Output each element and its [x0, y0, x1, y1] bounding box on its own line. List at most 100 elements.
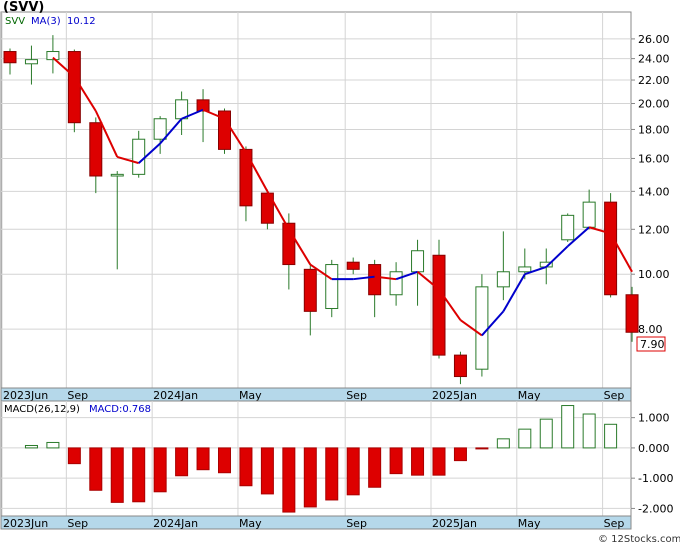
ma-line-segment — [94, 110, 119, 158]
price-x-tick-label: Sep — [346, 389, 367, 402]
candle — [303, 264, 317, 336]
ma-line-segment — [395, 270, 418, 281]
price-x-tick-label: May — [239, 389, 262, 402]
price-panel: 26.00 24.00 22.00 20.00 18.00 16.00 14.00 12.00… — [0, 11, 670, 389]
macd-bar — [46, 441, 60, 449]
macd-bar — [89, 447, 103, 491]
candle — [625, 286, 639, 342]
ma-line-segment — [588, 226, 611, 235]
price-tick-label: 14.00 — [638, 185, 670, 198]
macd-x-axis: 2023Jun Sep 2024Jan May Sep 2025Jan May Sep — [0, 515, 632, 530]
macd-legend-label: MACD(26,12,9) — [4, 404, 80, 415]
macd-bar — [582, 413, 596, 449]
candle — [132, 130, 146, 178]
macd-bar — [67, 447, 81, 465]
macd-x-tick-label: 2025Jan — [432, 517, 477, 530]
candle — [153, 116, 167, 154]
candle-body — [67, 51, 81, 124]
macd-bar — [604, 423, 618, 449]
ma-line-segment — [609, 232, 633, 273]
candle-body — [110, 173, 124, 177]
ma-line-segment — [202, 108, 225, 120]
candle — [260, 189, 274, 230]
macd-tick-label: -1.000 — [638, 472, 673, 485]
legend-symbol: SVV — [5, 16, 25, 27]
candle-body — [303, 268, 317, 312]
price-x-axis: 2023Jun Sep 2024Jan May Sep 2025Jan May Sep — [0, 387, 632, 402]
ma-line-segment — [438, 288, 462, 321]
candle — [604, 193, 618, 298]
candle — [325, 259, 339, 318]
macd-bar — [282, 447, 296, 513]
ma-line-segment — [245, 151, 269, 192]
macd-bar — [196, 447, 210, 471]
macd-tick-label: -2.000 — [638, 502, 673, 515]
macd-bar — [325, 447, 339, 501]
price-tick-label: 20.00 — [638, 98, 670, 111]
ma-line-segment — [138, 142, 161, 164]
candle-body — [132, 138, 146, 175]
ma-line-segment — [502, 273, 526, 312]
ma-line-segment — [181, 108, 204, 120]
price-tick-label: 16.00 — [638, 152, 670, 165]
candle — [239, 146, 253, 222]
price-tick-label: 24.00 — [638, 53, 670, 66]
candle-body — [518, 266, 532, 273]
macd-x-tick-label: May — [239, 517, 262, 530]
ma-line-segment — [567, 226, 590, 248]
macd-bar — [411, 447, 425, 476]
macd-bar — [539, 418, 553, 449]
macd-bar — [260, 447, 274, 495]
price-tick-label: 12.00 — [638, 223, 670, 236]
candle — [46, 35, 60, 74]
candle-body — [604, 201, 618, 296]
candle-body — [239, 148, 253, 207]
ma-line-segment — [545, 245, 569, 268]
macd-x-tick-label: Sep — [67, 517, 88, 530]
candle-body — [153, 118, 167, 140]
candle-body — [561, 214, 575, 241]
ma-line-segment — [52, 56, 76, 78]
macd-bar — [368, 447, 382, 488]
macd-legend: MACD(26,12,9) MACD:0.768 — [4, 404, 151, 415]
candle-body — [625, 294, 639, 333]
candle-body — [411, 250, 425, 273]
macd-bar — [239, 447, 253, 487]
macd-tick-label: 0.000 — [638, 442, 670, 455]
macd-x-tick-label: 2023Jun — [3, 517, 48, 530]
legend-ma-label: MA(3) — [31, 16, 61, 27]
macd-bar — [432, 447, 446, 476]
macd-bar — [153, 447, 167, 493]
macd-x-tick-label: Sep — [346, 517, 367, 530]
macd-bar — [475, 447, 489, 450]
macd-legend-value: MACD:0.768 — [89, 404, 151, 415]
macd-bar — [110, 447, 124, 503]
candle — [496, 231, 510, 301]
macd-panel: 1.000 0.000 -1.000 -2.000 — [0, 400, 673, 517]
price-x-tick-label: 2024Jan — [153, 389, 198, 402]
ma-line-segment — [116, 155, 139, 165]
macd-x-tick-label: May — [518, 517, 541, 530]
ma-line-segment — [159, 118, 183, 145]
legend-ma-value: 10.12 — [67, 16, 96, 27]
price-x-tick-label: Sep — [604, 389, 625, 402]
ma-line-segment — [353, 275, 375, 281]
macd-bar — [175, 447, 189, 477]
price-tick-label: 18.00 — [638, 123, 670, 136]
candle-body — [325, 264, 339, 310]
candle — [475, 274, 489, 377]
macd-bar — [346, 447, 360, 496]
macd-bar — [561, 405, 575, 449]
candle-body — [196, 99, 210, 112]
candle-body — [432, 254, 446, 356]
price-tick-label: 22.00 — [638, 74, 670, 87]
macd-x-tick-label: 2024Jan — [153, 517, 198, 530]
price-legend: SVV MA(3) 10.12 — [5, 16, 96, 27]
candle — [346, 257, 360, 275]
chart-title: (SVV) — [3, 0, 44, 15]
macd-bar — [24, 444, 38, 449]
macd-bar — [218, 447, 231, 474]
candle — [110, 171, 124, 270]
candle-body — [475, 286, 489, 370]
copyright: © 12Stocks.com — [598, 534, 680, 545]
